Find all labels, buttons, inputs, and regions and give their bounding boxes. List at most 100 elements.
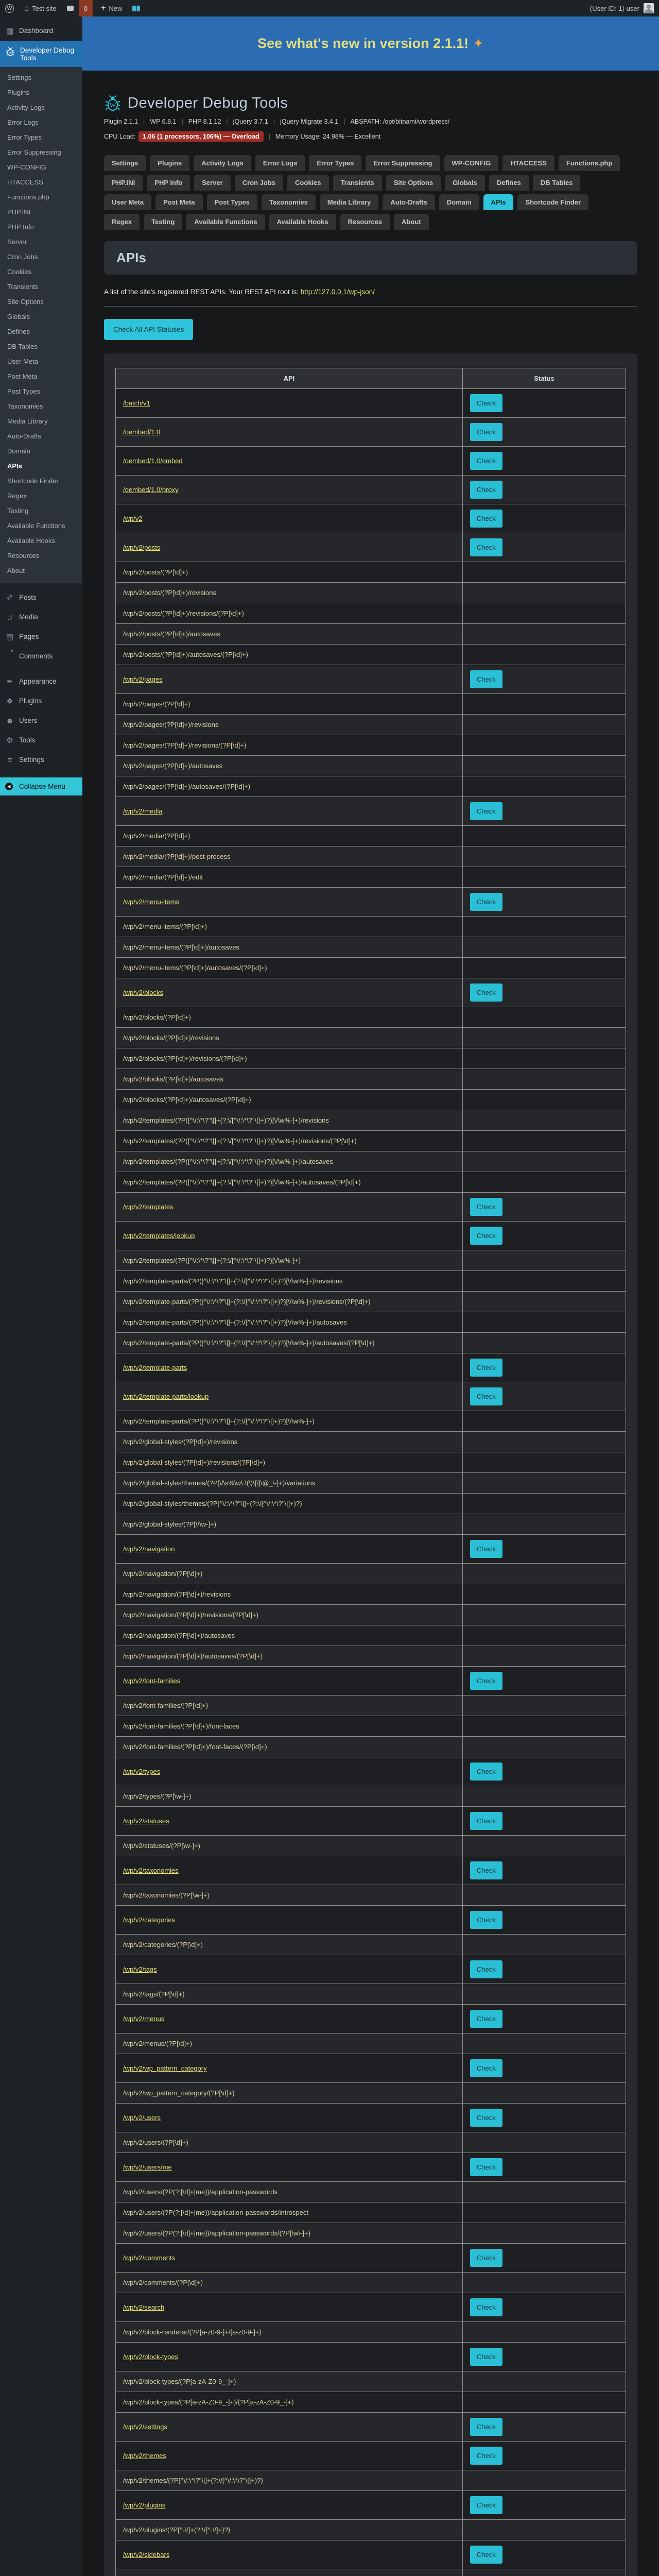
tab-htaccess[interactable]: HTACCESS [502, 155, 554, 171]
check-button[interactable]: Check [470, 2010, 502, 2028]
sidebar-item-available-hooks[interactable]: Available Hooks [7, 537, 55, 545]
sidebar-item-resources[interactable]: Resources [7, 552, 40, 560]
sidebar-item-db-tables[interactable]: DB Tables [7, 343, 38, 350]
api-link[interactable]: /batch/v1 [123, 399, 150, 407]
tab-php-info[interactable]: PHP Info [147, 175, 190, 191]
sidebar-item-shortcode-finder[interactable]: Shortcode Finder [7, 477, 59, 485]
api-link[interactable]: /wp/v2/templates [123, 1203, 174, 1211]
tab-site-options[interactable]: Site Options [386, 175, 441, 191]
tab-post-types[interactable]: Post Types [206, 194, 257, 210]
tab-auto-drafts[interactable]: Auto-Drafts [383, 194, 435, 210]
check-button[interactable]: Check [470, 1198, 502, 1216]
sidebar-item-plugins[interactable]: Plugins [7, 89, 29, 96]
sidebar-item-users[interactable]: ☻ Users [0, 711, 82, 731]
api-link[interactable]: /wp/v2/navigation [123, 1545, 175, 1553]
api-link[interactable]: /wp/v2/pages [123, 675, 163, 683]
check-button[interactable]: Check [470, 2059, 502, 2077]
sidebar-item-htaccess[interactable]: HTACCESS [7, 178, 43, 186]
sidebar-item-user-meta[interactable]: User Meta [7, 358, 38, 365]
sidebar-item-media[interactable]: ♫ Media [0, 608, 82, 628]
check-button[interactable]: Check [470, 2348, 502, 2366]
sidebar-item-taxonomies[interactable]: Taxonomies [7, 402, 43, 410]
check-button[interactable]: Check [470, 2447, 502, 2465]
tab-resources[interactable]: Resources [340, 214, 390, 230]
api-link[interactable]: /wp/v2/taxonomies [123, 1867, 179, 1874]
tab-post-meta[interactable]: Post Meta [155, 194, 203, 210]
api-link[interactable]: /wp/v2/tags [123, 1965, 157, 1973]
tab-defines[interactable]: Defines [489, 175, 529, 191]
sidebar-item-server[interactable]: Server [7, 238, 27, 246]
tab-available-functions[interactable]: Available Functions [186, 214, 265, 230]
check-button[interactable]: Check [470, 2418, 502, 2436]
sidebar-item-regex[interactable]: Regex [7, 492, 27, 500]
tab-php-ini[interactable]: PHP.INI [104, 175, 143, 191]
sidebar-item-error-logs[interactable]: Error Logs [7, 118, 39, 126]
tab-error-suppressing[interactable]: Error Suppressing [366, 155, 440, 171]
sidebar-item-globals[interactable]: Globals [7, 313, 30, 320]
check-button[interactable]: Check [470, 1540, 502, 1558]
api-link[interactable]: /wp/v2/plugins [123, 2501, 166, 2509]
tab-globals[interactable]: Globals [445, 175, 485, 191]
user-account-label[interactable]: (User ID: 1) user [589, 4, 639, 12]
rest-root-link[interactable]: http://127.0.0.1/wp-json/ [300, 288, 375, 296]
sidebar-item-settings[interactable]: ≡ Settings [0, 751, 82, 770]
new-content-menu[interactable]: + New [96, 0, 127, 16]
check-button[interactable]: Check [470, 1861, 502, 1879]
check-button[interactable]: Check [470, 452, 502, 470]
api-link[interactable]: /wp/v2/types [123, 1768, 161, 1775]
api-link[interactable]: /wp/v2/users [123, 2114, 161, 2122]
tab-plugins[interactable]: Plugins [150, 155, 190, 171]
sidebar-item-error-suppressing[interactable]: Error Suppressing [7, 148, 61, 156]
whats-new-banner[interactable]: See what's new in version 2.1.1! ✦ [82, 16, 659, 71]
api-link[interactable]: /wp/v2/media [123, 807, 163, 815]
api-link[interactable]: /oembed/1.0/embed [123, 457, 183, 465]
check-button[interactable]: Check [470, 423, 502, 441]
sidebar-item-media-library[interactable]: Media Library [7, 417, 48, 425]
check-button[interactable]: Check [470, 2496, 502, 2514]
check-button[interactable]: Check [470, 893, 502, 911]
sidebar-item-plugins[interactable]: ❖ Plugins [0, 692, 82, 711]
tab-about[interactable]: About [394, 214, 429, 230]
check-button[interactable]: Check [470, 1359, 502, 1377]
api-link[interactable]: /wp/v2/users/me [123, 2163, 172, 2171]
sidebar-item-cookies[interactable]: Cookies [7, 268, 31, 276]
tab-activity-logs[interactable]: Activity Logs [194, 155, 251, 171]
sidebar-item-site-options[interactable]: Site Options [7, 298, 44, 306]
check-button[interactable]: Check [470, 670, 502, 688]
check-button[interactable]: Check [470, 538, 502, 556]
check-button[interactable]: Check [470, 1672, 502, 1690]
sidebar-item-cron-jobs[interactable]: Cron Jobs [7, 253, 38, 261]
check-button[interactable]: Check [470, 394, 502, 412]
sidebar-item-activity-logs[interactable]: Activity Logs [7, 104, 45, 111]
api-link[interactable]: /wp/v2/menus [123, 2015, 165, 2023]
sidebar-item-available-functions[interactable]: Available Functions [7, 522, 65, 530]
sidebar-item-php-ini[interactable]: PHP.INI [7, 208, 31, 216]
sidebar-item-appearance[interactable]: ✒ Appearance [0, 672, 82, 692]
check-button[interactable]: Check [470, 1227, 502, 1245]
docs-menu[interactable] [127, 0, 145, 16]
check-button[interactable]: Check [470, 1387, 502, 1405]
tab-transients[interactable]: Transients [333, 175, 382, 191]
sidebar-item-auto-drafts[interactable]: Auto-Drafts [7, 432, 41, 440]
check-button[interactable]: Check [470, 1762, 502, 1781]
sidebar-item-collapse-menu[interactable]: ◀ Collapse Menu [0, 777, 82, 795]
comments-menu[interactable] [62, 0, 79, 16]
check-button[interactable]: Check [470, 481, 502, 499]
api-link[interactable]: /wp/v2/categories [123, 1916, 176, 1924]
tab-error-types[interactable]: Error Types [309, 155, 362, 171]
check-button[interactable]: Check [470, 802, 502, 820]
tab-shortcode-finder[interactable]: Shortcode Finder [517, 194, 589, 210]
comment-count-badge[interactable]: 0 [78, 0, 93, 16]
api-link[interactable]: /wp/v2/font-families [123, 1677, 181, 1685]
user-avatar[interactable] [644, 3, 654, 13]
check-button[interactable]: Check [470, 1911, 502, 1929]
api-link[interactable]: /oembed/1.0 [123, 428, 161, 436]
sidebar-item-tools[interactable]: ⚙ Tools [0, 731, 82, 751]
api-link[interactable]: /wp/v2/comments [123, 2254, 176, 2262]
sidebar-item-posts[interactable]: ✐ Posts [0, 588, 82, 608]
api-link[interactable]: /wp/v2/themes [123, 2452, 166, 2460]
api-link[interactable]: /wp/v2/menu-items [123, 898, 180, 906]
tab-media-library[interactable]: Media Library [319, 194, 379, 210]
api-link[interactable]: /wp/v2/settings [123, 2423, 167, 2431]
check-button[interactable]: Check [470, 2546, 502, 2564]
